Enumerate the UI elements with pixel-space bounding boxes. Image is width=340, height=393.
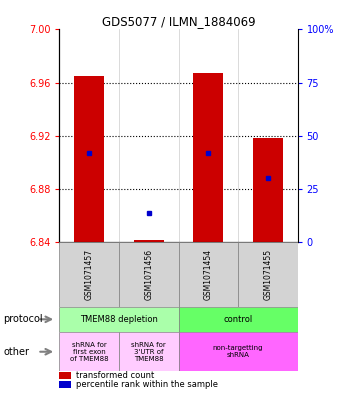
- Text: control: control: [223, 315, 253, 324]
- Title: GDS5077 / ILMN_1884069: GDS5077 / ILMN_1884069: [102, 15, 255, 28]
- FancyBboxPatch shape: [178, 242, 238, 307]
- Text: GSM1071456: GSM1071456: [144, 248, 153, 300]
- Text: shRNA for
first exon
of TMEM88: shRNA for first exon of TMEM88: [70, 342, 108, 362]
- Bar: [74, 76, 104, 242]
- FancyBboxPatch shape: [178, 332, 298, 371]
- Bar: [59, 381, 71, 388]
- Text: protocol: protocol: [3, 314, 43, 324]
- FancyBboxPatch shape: [119, 242, 178, 307]
- Text: percentile rank within the sample: percentile rank within the sample: [76, 380, 218, 389]
- Text: GSM1071455: GSM1071455: [263, 248, 272, 300]
- FancyBboxPatch shape: [59, 242, 119, 307]
- FancyBboxPatch shape: [119, 332, 178, 371]
- Text: shRNA for
3'UTR of
TMEM88: shRNA for 3'UTR of TMEM88: [131, 342, 166, 362]
- Text: other: other: [3, 347, 29, 357]
- Bar: [193, 73, 223, 242]
- FancyBboxPatch shape: [178, 307, 298, 332]
- FancyBboxPatch shape: [238, 242, 298, 307]
- Text: non-targetting
shRNA: non-targetting shRNA: [213, 345, 263, 358]
- Text: transformed count: transformed count: [76, 371, 154, 380]
- Bar: [134, 241, 164, 242]
- Bar: [59, 372, 71, 379]
- Text: GSM1071454: GSM1071454: [204, 248, 213, 300]
- FancyBboxPatch shape: [59, 332, 119, 371]
- Text: TMEM88 depletion: TMEM88 depletion: [80, 315, 158, 324]
- FancyBboxPatch shape: [59, 307, 178, 332]
- Bar: [253, 138, 283, 242]
- Text: GSM1071457: GSM1071457: [85, 248, 94, 300]
